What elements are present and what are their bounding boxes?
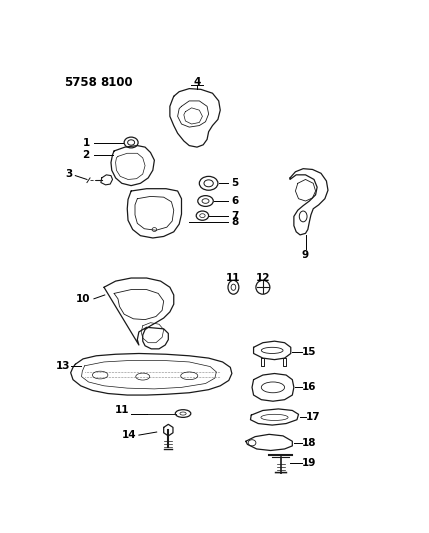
Text: 5: 5 <box>231 179 239 188</box>
Text: 6: 6 <box>231 196 239 206</box>
Text: 14: 14 <box>122 430 137 440</box>
Text: 19: 19 <box>302 458 317 468</box>
Text: 11: 11 <box>226 273 241 283</box>
Text: 13: 13 <box>56 361 70 371</box>
Text: 5758: 5758 <box>64 76 97 90</box>
Text: 10: 10 <box>76 294 91 304</box>
Text: 3: 3 <box>66 169 73 179</box>
Text: 11: 11 <box>115 406 129 415</box>
Text: 4: 4 <box>193 77 201 87</box>
Text: 12: 12 <box>256 273 270 283</box>
Text: 2: 2 <box>82 150 90 160</box>
Text: 8: 8 <box>231 217 239 227</box>
Text: 15: 15 <box>302 347 317 357</box>
Text: 18: 18 <box>302 438 317 448</box>
Text: 9: 9 <box>302 250 309 260</box>
Text: 7: 7 <box>231 211 239 221</box>
Text: 8100: 8100 <box>100 76 133 90</box>
Text: 1: 1 <box>82 138 90 148</box>
Text: 16: 16 <box>302 382 317 392</box>
Text: 17: 17 <box>306 413 320 422</box>
